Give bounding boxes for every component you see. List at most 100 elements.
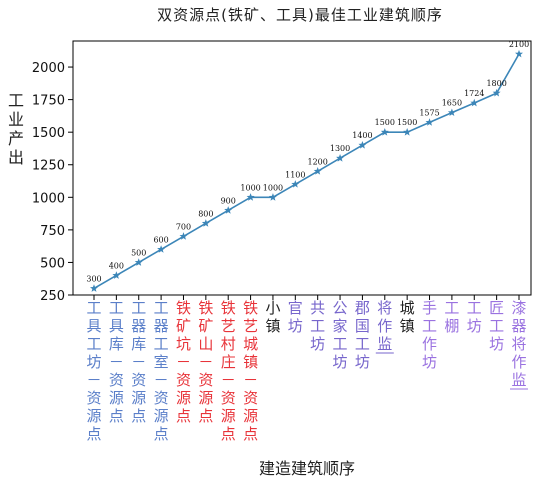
x-tick-char: 共 (310, 299, 325, 317)
x-tick-char: 铁 (221, 299, 236, 317)
x-tick-char: 源 (86, 407, 101, 425)
x-tick-char: 工 (86, 335, 101, 353)
x-tick-char: 家 (333, 317, 348, 335)
x-tick-char: 坊 (310, 335, 325, 353)
data-label: 1100 (285, 170, 305, 179)
x-tick-char: 具 (109, 317, 124, 335)
y-label-char: 产 (8, 129, 24, 148)
x-tick-char: 器 (511, 317, 526, 335)
x-tick-char: 工 (422, 317, 437, 335)
x-tick-char: 矿 (198, 317, 213, 335)
x-tick-char: 镇 (243, 353, 258, 371)
x-tick-char: 铁 (243, 299, 258, 317)
x-tick-char: 漆 (511, 299, 526, 317)
data-point (447, 108, 456, 117)
x-tick-char: 坊 (422, 353, 437, 371)
data-point (157, 245, 166, 253)
x-tick-char: 艺 (243, 317, 258, 335)
data-point (224, 206, 233, 214)
x-tick-label: 将作监 (375, 299, 394, 354)
x-axis: 工具工坊－资源点工具库－资源点工器库－资源点工器工室－资源点铁矿坑－资源点铁矿山… (86, 295, 528, 443)
x-tick-char: 艺 (221, 317, 236, 335)
x-tick-char: － (131, 353, 146, 371)
x-tick-char: 工 (333, 335, 348, 353)
data-label: 1200 (308, 157, 328, 166)
data-label: 1500 (375, 118, 395, 127)
x-tick-char: 工 (154, 335, 169, 353)
x-tick-char: 坊 (489, 335, 504, 353)
x-tick-char: － (198, 353, 213, 371)
data-point (201, 219, 210, 227)
x-tick-char: 作 (511, 353, 526, 371)
data-label: 800 (198, 209, 213, 218)
x-tick-char: 源 (109, 389, 124, 407)
x-tick-char: 源 (198, 389, 213, 407)
data-label: 1000 (263, 183, 283, 192)
x-tick-char: 资 (86, 389, 101, 407)
y-tick-label: 1250 (32, 159, 65, 174)
data-label: 1000 (240, 183, 260, 192)
data-point (112, 271, 121, 279)
x-tick-char: 坊 (355, 353, 370, 371)
x-tick-char: 山 (198, 335, 213, 353)
x-tick-char: 点 (109, 407, 124, 425)
data-label: 1800 (486, 79, 506, 88)
x-tick-char: 资 (109, 371, 124, 389)
y-tick-label: 500 (40, 256, 65, 271)
data-point (179, 232, 188, 240)
x-tick-char: 坊 (467, 317, 482, 335)
x-tick-char: 坑 (176, 335, 191, 353)
x-tick-char: 工 (131, 299, 146, 317)
data-point (90, 284, 98, 292)
y-tick-label: 750 (40, 224, 65, 239)
x-tick-char: 器 (154, 317, 169, 335)
x-tick-char: 铁 (176, 299, 191, 317)
x-tick-char: 点 (176, 407, 191, 425)
x-tick-char: 源 (221, 407, 236, 425)
x-tick-char: 坊 (86, 353, 101, 371)
x-tick-char: 镇 (400, 317, 415, 335)
x-tick-char: 公 (333, 299, 348, 317)
x-tick-char: 资 (221, 389, 236, 407)
x-tick-char: 源 (176, 389, 191, 407)
x-tick-char: 作 (377, 317, 392, 335)
x-tick-char: － (176, 353, 191, 371)
series-layer (90, 49, 523, 292)
x-tick-label: 铁矿坑－资源点 (176, 299, 191, 425)
x-tick-label: 工坊 (467, 299, 482, 335)
x-tick-char: 监 (511, 371, 526, 389)
y-axis: 250 500 750 1000 1250 1500 1750 2000 (32, 61, 73, 304)
chart-title: 双资源点(铁矿、工具)最佳工业建筑顺序 (157, 6, 443, 24)
x-tick-char: 点 (198, 407, 213, 425)
data-point (358, 141, 367, 149)
x-tick-char: 工 (109, 299, 124, 317)
x-tick-char: 村 (221, 335, 236, 353)
x-tick-char: 源 (131, 389, 146, 407)
x-tick-char: 郡 (355, 299, 370, 317)
x-tick-char: 库 (131, 335, 146, 353)
data-label: 1300 (330, 144, 350, 153)
x-tick-char: 工 (355, 335, 370, 353)
x-tick-char: 器 (131, 317, 146, 335)
x-tick-char: － (109, 353, 124, 371)
data-point (403, 127, 412, 136)
x-tick-char: 资 (176, 371, 191, 389)
y-label-char: 业 (8, 110, 24, 129)
x-tick-label: 小镇 (265, 299, 280, 335)
x-tick-char: 具 (86, 317, 101, 335)
data-label: 1575 (419, 108, 439, 117)
x-tick-char: 源 (154, 407, 169, 425)
x-tick-char: 工 (154, 299, 169, 317)
x-tick-char: 工 (444, 299, 459, 317)
data-label: 1724 (464, 89, 484, 98)
x-tick-char: 将 (377, 299, 392, 317)
data-label: 1650 (442, 99, 462, 108)
data-point (268, 193, 277, 201)
